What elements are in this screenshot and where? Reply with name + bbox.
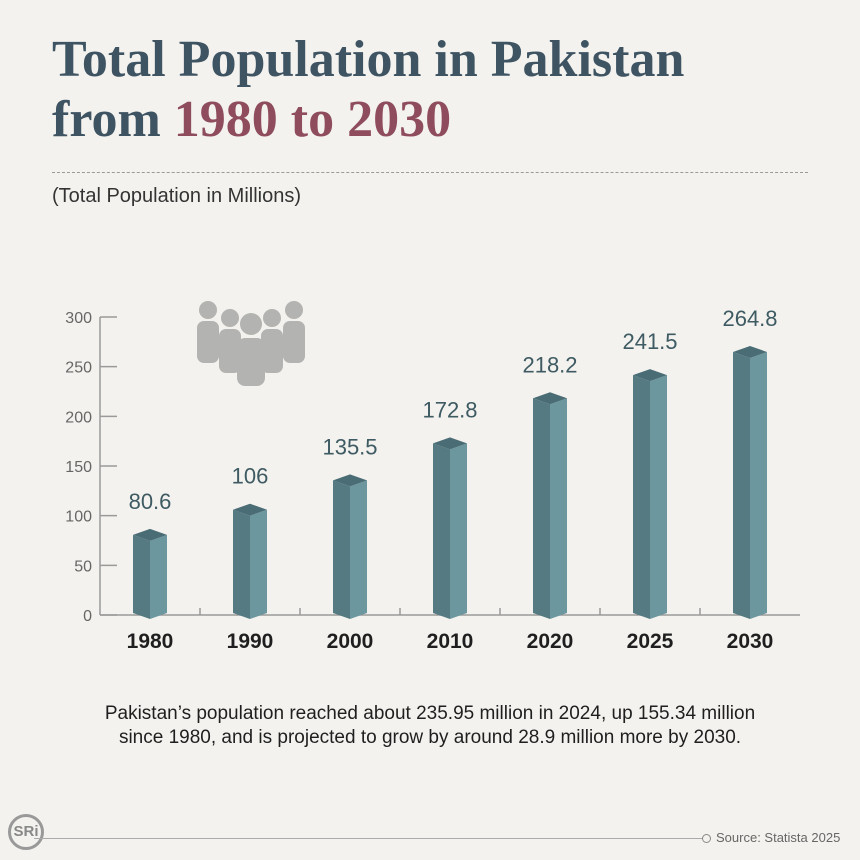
bar-side-2030 (750, 351, 767, 619)
chart-subtitle: (Total Population in Millions) (52, 185, 302, 207)
page-title: Total Population in Pakistan from 1980 t… (52, 30, 684, 150)
footer-circle-icon (702, 834, 711, 843)
y-tick-label: 300 (65, 310, 92, 327)
bar-side-2020 (550, 398, 567, 619)
y-tick-label: 250 (65, 360, 92, 377)
data-label: 80.6 (129, 489, 172, 514)
bar-front-2025 (633, 375, 650, 619)
bar-front-2000 (333, 480, 350, 619)
data-label: 241.5 (622, 329, 677, 354)
data-label: 264.8 (722, 306, 777, 331)
bar-front-2010 (433, 443, 450, 619)
x-tick-label: 2020 (527, 630, 574, 653)
y-tick-label: 0 (83, 608, 92, 625)
title-line-2-prefix: from (52, 91, 174, 148)
x-tick-label: 1980 (127, 630, 174, 653)
data-label: 218.2 (522, 352, 577, 377)
x-tick-label: 1990 (227, 630, 274, 653)
bar-top-2030 (733, 345, 767, 358)
bar-top-1980 (133, 528, 167, 541)
source-text: Source: Statista 2025 (716, 830, 841, 845)
y-tick-label: 100 (65, 509, 92, 526)
y-tick-label: 150 (65, 459, 92, 476)
y-tick-label: 200 (65, 409, 92, 426)
x-tick-label: 2000 (327, 630, 374, 653)
bar-front-1990 (233, 509, 250, 619)
bar-top-2000 (333, 474, 367, 487)
bar-side-1980 (150, 534, 167, 619)
bar-side-2000 (350, 480, 367, 619)
bar-top-2010 (433, 437, 467, 450)
title-highlight: 1980 to 2030 (173, 91, 452, 148)
title-line-1: Total Population in Pakistan (52, 31, 685, 88)
bar-top-2025 (633, 369, 667, 382)
summary-note: Pakistan’s population reached about 235.… (104, 703, 756, 748)
footer-divider (34, 838, 703, 839)
x-tick-label: 2025 (627, 630, 674, 653)
sri-logo: SRi (8, 814, 44, 850)
bar-front-2020 (533, 398, 550, 619)
bar-top-2020 (533, 392, 567, 405)
people-group-icon (197, 301, 305, 386)
x-tick-label: 2010 (427, 630, 474, 653)
bar-top-1990 (233, 503, 267, 516)
bar-front-1980 (133, 534, 150, 619)
dotted-divider (52, 172, 808, 173)
data-label: 135.5 (322, 434, 377, 459)
bar-side-2010 (450, 443, 467, 619)
bar-front-2030 (733, 351, 750, 619)
x-tick-label: 2030 (727, 630, 774, 653)
bar-side-1990 (250, 509, 267, 619)
bar-side-2025 (650, 375, 667, 619)
data-label: 172.8 (422, 397, 477, 422)
y-tick-label: 50 (74, 558, 92, 575)
data-label: 106 (232, 464, 269, 489)
